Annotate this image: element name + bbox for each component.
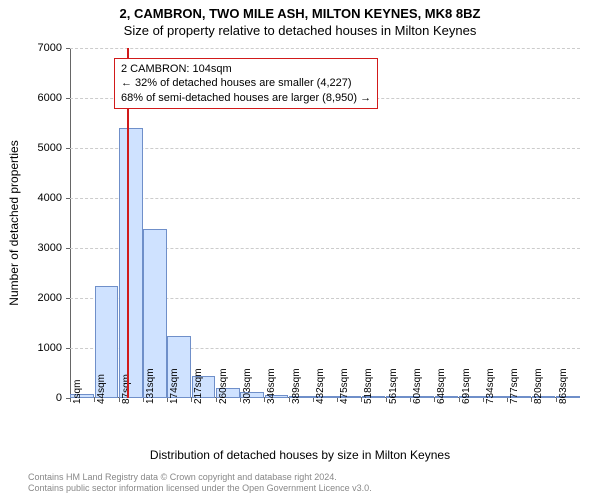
chart-container: 2, CAMBRON, TWO MILE ASH, MILTON KEYNES,… [0, 0, 600, 500]
y-tick-label: 1000 [38, 342, 62, 354]
attribution-line2: Contains public sector information licen… [28, 483, 372, 494]
annotation-box: 2 CAMBRON: 104sqm← 32% of detached house… [114, 58, 378, 109]
y-tick [66, 98, 70, 99]
y-axis-label: Number of detached properties [7, 140, 21, 305]
x-tick [240, 398, 241, 402]
gridline [70, 148, 580, 149]
x-tick-label: 648sqm [436, 368, 447, 404]
attribution-text: Contains HM Land Registry data © Crown c… [28, 472, 372, 494]
x-tick-label: 863sqm [558, 368, 569, 404]
x-tick [556, 398, 557, 402]
x-tick [216, 398, 217, 402]
x-tick-label: 1sqm [72, 380, 83, 404]
y-tick-label: 2000 [38, 292, 62, 304]
x-tick [70, 398, 71, 402]
x-tick-label: 734sqm [485, 368, 496, 404]
y-tick-label: 0 [56, 392, 62, 404]
x-tick-label: 389sqm [291, 368, 302, 404]
y-tick [66, 298, 70, 299]
y-tick [66, 48, 70, 49]
y-tick [66, 248, 70, 249]
x-tick-label: 475sqm [339, 368, 350, 404]
x-tick-label: 432sqm [315, 368, 326, 404]
annotation-line: ← 32% of detached houses are smaller (4,… [121, 76, 371, 90]
x-tick-label: 217sqm [193, 368, 204, 404]
gridline [70, 48, 580, 49]
x-tick [337, 398, 338, 402]
y-tick [66, 348, 70, 349]
y-tick-label: 6000 [38, 92, 62, 104]
annotation-line: 68% of semi-detached houses are larger (… [121, 91, 371, 105]
x-tick [167, 398, 168, 402]
y-tick-label: 7000 [38, 42, 62, 54]
x-tick [459, 398, 460, 402]
y-axis-line [70, 48, 71, 398]
plot-area: 010002000300040005000600070001sqm44sqm87… [70, 48, 580, 398]
y-tick-label: 5000 [38, 142, 62, 154]
x-tick-label: 346sqm [266, 368, 277, 404]
x-tick-label: 604sqm [412, 368, 423, 404]
y-tick [66, 148, 70, 149]
x-tick-label: 561sqm [388, 368, 399, 404]
x-tick [119, 398, 120, 402]
x-tick-label: 260sqm [218, 368, 229, 404]
x-tick [143, 398, 144, 402]
chart-subtitle: Size of property relative to detached ho… [0, 23, 600, 38]
y-tick-label: 3000 [38, 242, 62, 254]
x-tick-label: 820sqm [533, 368, 544, 404]
x-tick-label: 777sqm [509, 368, 520, 404]
chart-title-address: 2, CAMBRON, TWO MILE ASH, MILTON KEYNES,… [0, 6, 600, 21]
x-tick-label: 691sqm [461, 368, 472, 404]
x-tick-label: 131sqm [145, 368, 156, 404]
x-tick [386, 398, 387, 402]
y-tick [66, 198, 70, 199]
y-tick-label: 4000 [38, 192, 62, 204]
x-tick [507, 398, 508, 402]
annotation-line: 2 CAMBRON: 104sqm [121, 62, 371, 76]
x-tick-label: 44sqm [96, 374, 107, 404]
x-tick [289, 398, 290, 402]
x-tick [483, 398, 484, 402]
x-tick-label: 174sqm [169, 368, 180, 404]
histogram-bar [119, 128, 143, 398]
x-tick-label: 303sqm [242, 368, 253, 404]
gridline [70, 198, 580, 199]
x-tick [410, 398, 411, 402]
attribution-line1: Contains HM Land Registry data © Crown c… [28, 472, 372, 483]
x-tick [313, 398, 314, 402]
x-tick-label: 518sqm [363, 368, 374, 404]
x-axis-label: Distribution of detached houses by size … [0, 448, 600, 462]
